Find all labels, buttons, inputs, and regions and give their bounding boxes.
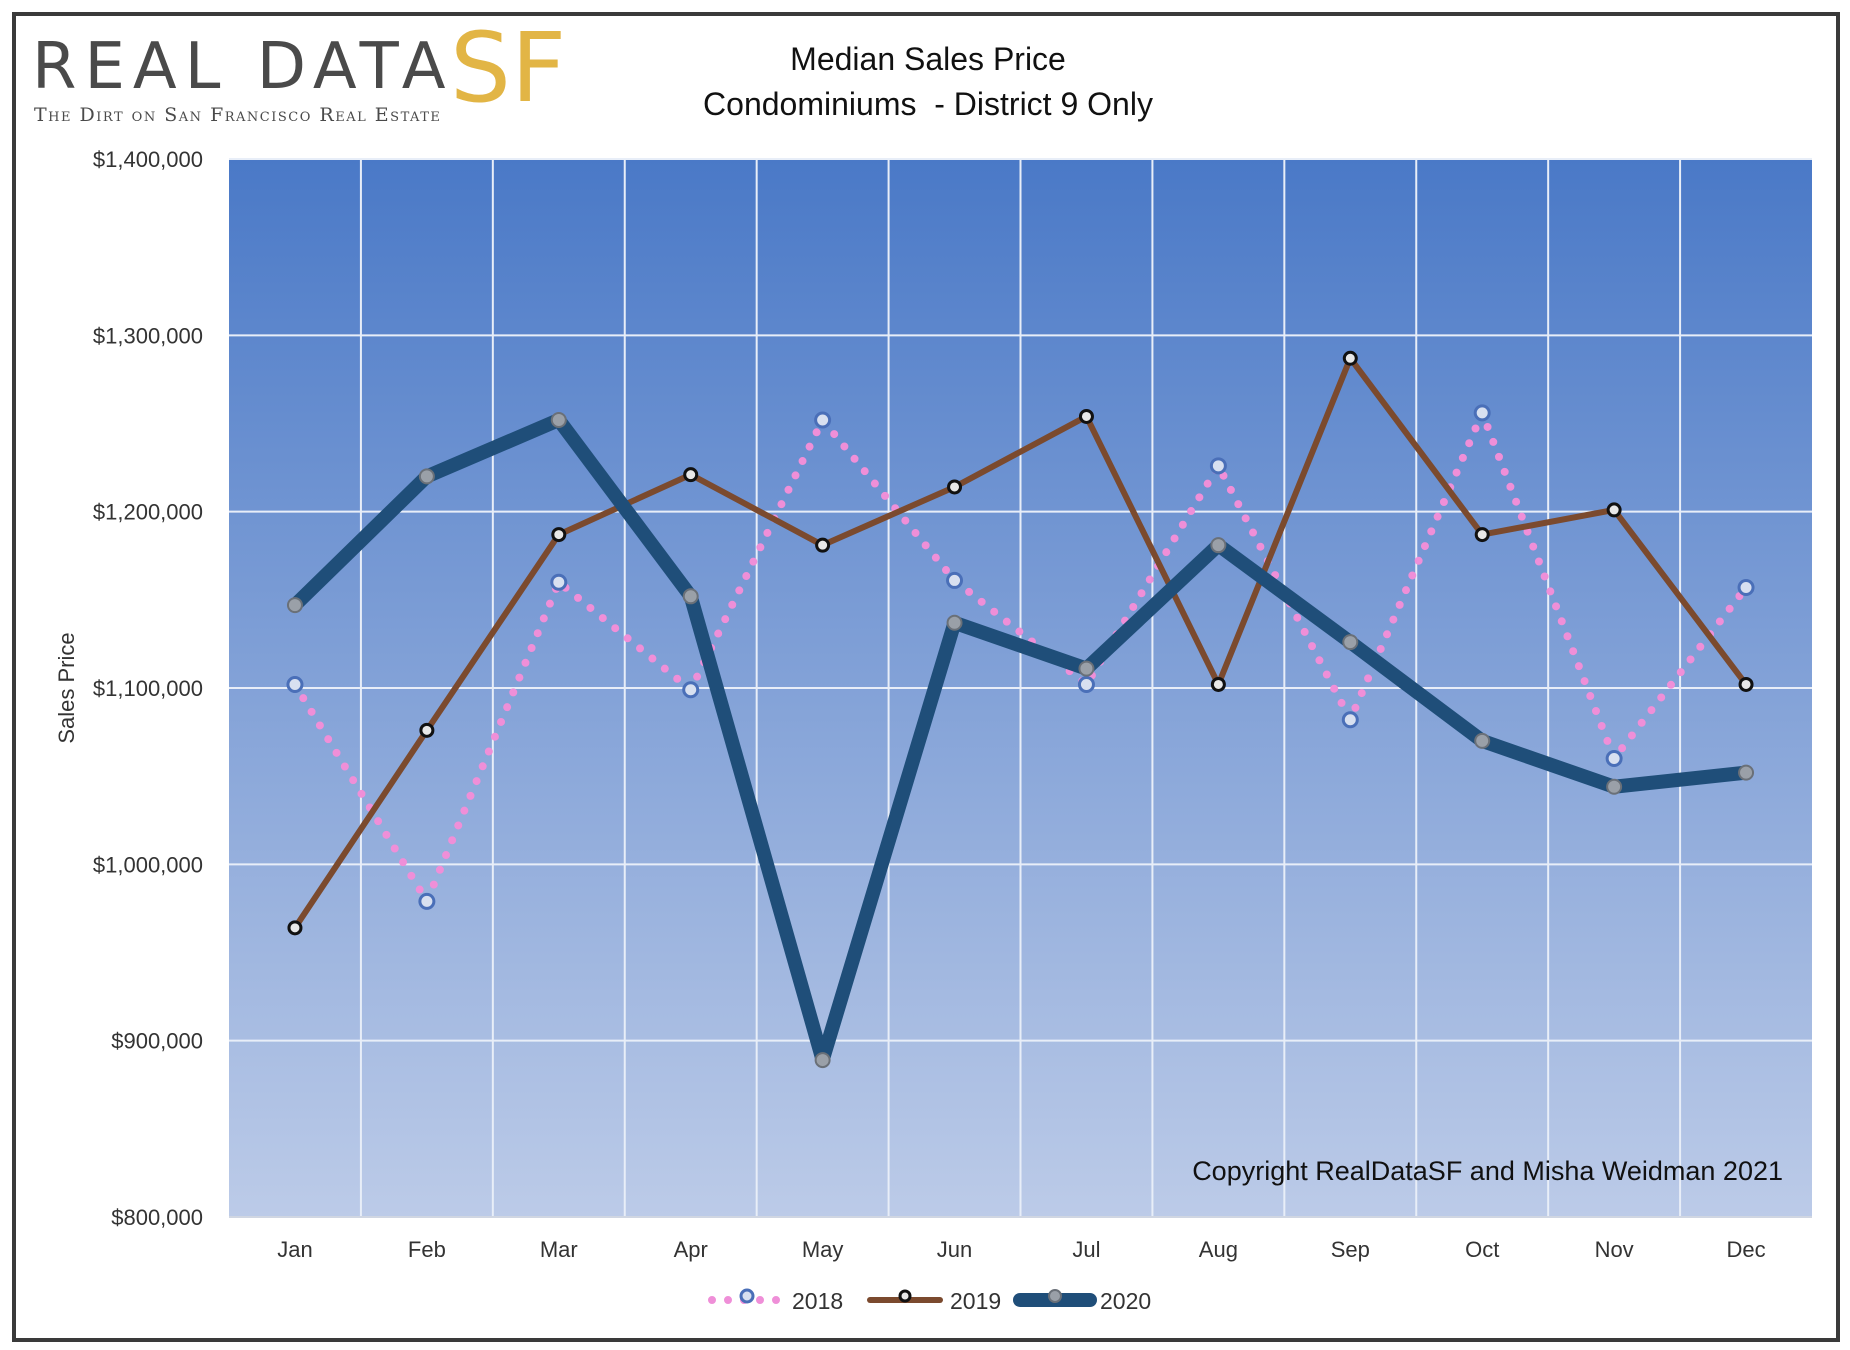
legend-item-2018: 2018 [708,1288,843,1314]
x-tick-label: Nov [1595,1237,1634,1262]
data-point-2018 [1341,711,1359,729]
x-tick-label: Mar [540,1237,578,1262]
data-point-2019 [419,722,435,738]
data-point-2018 [1077,675,1095,693]
data-point-2018 [418,892,436,910]
series-2018 [286,404,1755,910]
y-tick-label: $1,100,000 [93,676,203,701]
data-point-2018 [286,675,304,693]
series-layer [286,350,1755,1069]
data-point-2020 [1606,778,1623,795]
data-point-2018 [682,681,700,699]
copyright-annotation: Copyright RealDataSF and Misha Weidman 2… [1192,1156,1783,1186]
data-point-2018 [946,571,964,589]
logo-accent: SF [450,12,567,124]
y-tick-label: $1,300,000 [93,323,203,348]
y-tick-label: $1,400,000 [93,147,203,172]
data-point-2018 [814,411,832,429]
data-point-2018 [1737,578,1755,596]
legend-item-2019: 2019 [867,1288,1001,1314]
data-point-2019 [1342,350,1358,366]
series-line-2019 [291,355,1750,931]
y-tick-label: $900,000 [111,1029,203,1054]
x-tick-label: Oct [1465,1237,1499,1262]
data-point-2020 [550,411,567,428]
y-tick-label: $1,000,000 [93,852,203,877]
data-point-2019 [1210,676,1226,692]
data-point-2019 [287,920,303,936]
y-tick-label: $1,200,000 [93,500,203,525]
legend: 2018 2019 2020 [708,1288,1151,1314]
data-point-2020 [946,614,963,631]
x-tick-label: May [802,1237,844,1262]
y-axis: $800,000 $900,000 $1,000,000 $1,100,000 $1,2… [93,147,203,1230]
data-point-2018 [1605,750,1623,768]
series-2020 [286,411,1755,1069]
data-point-2020 [1738,764,1755,781]
x-tick-label: Jan [277,1237,312,1262]
data-point-2020 [1210,537,1227,554]
x-tick-label: Feb [408,1237,446,1262]
data-point-2018 [550,573,568,591]
data-point-2019 [815,537,831,553]
real-data-sf-logo: REAL DATA SF The Dirt on San Francisco R… [20,12,580,130]
data-point-2020 [418,468,435,485]
data-point-2019 [1606,502,1622,518]
legend-marker-2018 [739,1288,755,1304]
data-point-2019 [551,527,567,543]
series-2019 [287,350,1754,936]
logo-tagline: The Dirt on San Francisco Real Estate [34,104,442,126]
x-tick-label: Apr [674,1237,708,1262]
legend-marker-2020 [1048,1289,1062,1303]
data-point-2019 [1078,408,1094,424]
data-point-2019 [1738,676,1754,692]
x-tick-label: Sep [1331,1237,1370,1262]
data-point-2020 [682,588,699,605]
legend-marker-2019 [898,1289,912,1303]
y-tick-label: $800,000 [111,1205,203,1230]
legend-label-2018: 2018 [792,1288,843,1314]
data-point-2020 [814,1052,831,1069]
y-axis-label: Sales Price [54,632,79,743]
x-tick-label: Jun [937,1237,972,1262]
data-point-2020 [1342,634,1359,651]
chart-subtitle: Condominiums - District 9 Only [703,86,1153,122]
x-tick-label: Jul [1072,1237,1100,1262]
data-point-2019 [683,467,699,483]
x-axis: Jan Feb Mar Apr May Jun Jul Aug Sep Oct Nov Dec [229,1216,1812,1262]
data-point-2020 [286,597,303,614]
data-point-2018 [1209,457,1227,475]
data-point-2020 [1474,732,1491,749]
logo-wordmark: REAL DATA [32,30,454,104]
series-line-2020 [287,412,1754,1068]
legend-item-2020: 2020 [1013,1288,1151,1314]
x-tick-label: Dec [1726,1237,1765,1262]
series-line-2018 [290,408,1751,906]
data-point-2019 [947,479,963,495]
legend-label-2019: 2019 [950,1288,1001,1314]
data-point-2018 [1473,404,1491,422]
data-point-2020 [1078,660,1095,677]
data-point-2019 [1474,527,1490,543]
x-tick-label: Aug [1199,1237,1238,1262]
legend-label-2020: 2020 [1100,1288,1151,1314]
chart-title: Median Sales Price [790,41,1066,77]
